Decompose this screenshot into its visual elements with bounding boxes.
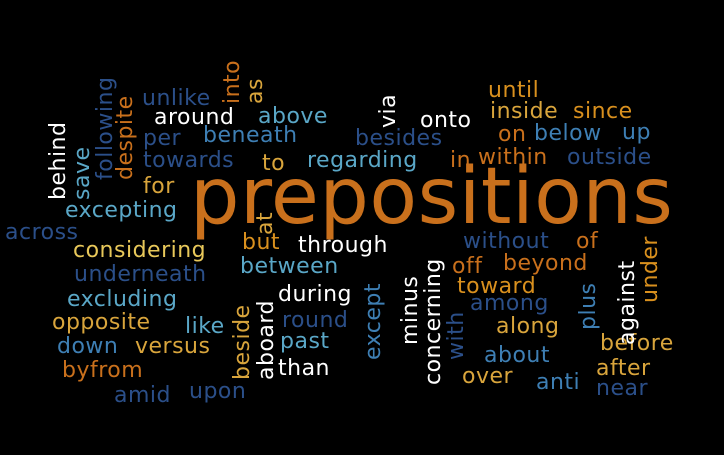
- word: versus: [135, 334, 211, 359]
- word: excluding: [67, 287, 178, 312]
- word: across: [5, 220, 79, 245]
- word: behind: [46, 121, 71, 200]
- word: like: [185, 314, 225, 339]
- word: up: [622, 120, 651, 145]
- word: concerning: [421, 258, 446, 385]
- word: opposite: [52, 310, 151, 335]
- word: against: [615, 260, 640, 345]
- word: round: [282, 308, 349, 333]
- word: for: [143, 174, 175, 199]
- word: than: [278, 356, 330, 381]
- word: above: [258, 104, 328, 129]
- word: excepting: [65, 198, 178, 223]
- word: about: [484, 343, 550, 368]
- word: until: [488, 78, 540, 103]
- word: onto: [420, 108, 472, 133]
- word: past: [280, 329, 330, 354]
- word: save: [70, 146, 95, 201]
- word: after: [596, 356, 651, 381]
- word: aboard: [254, 299, 279, 380]
- word: byfrom: [62, 358, 144, 383]
- word: despite: [113, 95, 138, 180]
- word: as: [243, 78, 268, 104]
- word: along: [496, 314, 560, 339]
- word: between: [240, 254, 339, 279]
- word: in: [450, 148, 472, 173]
- word: beyond: [503, 251, 588, 276]
- word: plus: [576, 282, 601, 330]
- word: among: [470, 291, 549, 316]
- word: amid: [114, 383, 171, 408]
- word: considering: [73, 238, 207, 263]
- word: under: [638, 236, 663, 303]
- word: beside: [230, 304, 255, 380]
- word: except: [361, 282, 386, 360]
- word: toward: [457, 274, 537, 299]
- word: upon: [189, 379, 247, 404]
- word: to: [262, 151, 286, 176]
- word: underneath: [74, 262, 207, 287]
- word: during: [278, 282, 352, 307]
- word: towards: [143, 148, 235, 173]
- word: down: [57, 334, 119, 359]
- word: without: [463, 229, 550, 254]
- word: per: [143, 126, 182, 151]
- word: besides: [355, 126, 443, 151]
- word: at: [253, 211, 278, 235]
- word: beneath: [203, 123, 298, 148]
- word: within: [478, 145, 548, 170]
- word: below: [534, 121, 602, 146]
- word: unlike: [142, 86, 211, 111]
- word: around: [154, 105, 235, 130]
- word: outside: [567, 145, 652, 170]
- word: via: [376, 93, 401, 128]
- word: regarding: [307, 148, 418, 173]
- word: since: [573, 99, 633, 124]
- word: but: [242, 230, 281, 255]
- word: into: [220, 59, 245, 104]
- word: on: [498, 122, 527, 147]
- word: anti: [536, 370, 581, 395]
- word: with: [444, 311, 469, 360]
- word: before: [600, 331, 674, 356]
- word: of: [576, 229, 599, 254]
- word: through: [298, 233, 388, 258]
- word: over: [462, 364, 514, 389]
- word: minus: [398, 275, 423, 345]
- word: near: [596, 376, 649, 401]
- word: inside: [490, 99, 559, 124]
- word: prepositions: [190, 152, 674, 242]
- word: off: [452, 254, 483, 279]
